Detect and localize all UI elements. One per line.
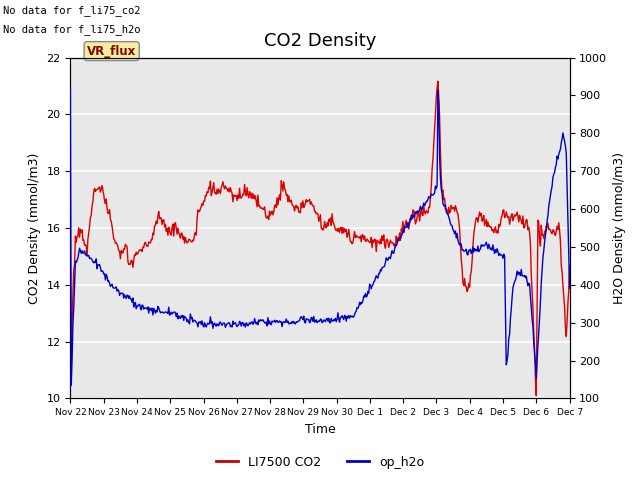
Title: CO2 Density: CO2 Density bbox=[264, 33, 376, 50]
Y-axis label: H2O Density (mmol/m3): H2O Density (mmol/m3) bbox=[613, 152, 626, 304]
Legend: LI7500 CO2, op_h2o: LI7500 CO2, op_h2o bbox=[211, 451, 429, 474]
Text: No data for f_li75_co2: No data for f_li75_co2 bbox=[3, 5, 141, 16]
Text: No data for f_li75_h2o: No data for f_li75_h2o bbox=[3, 24, 141, 35]
Y-axis label: CO2 Density (mmol/m3): CO2 Density (mmol/m3) bbox=[28, 152, 41, 304]
X-axis label: Time: Time bbox=[305, 423, 335, 436]
Text: VR_flux: VR_flux bbox=[87, 45, 136, 58]
